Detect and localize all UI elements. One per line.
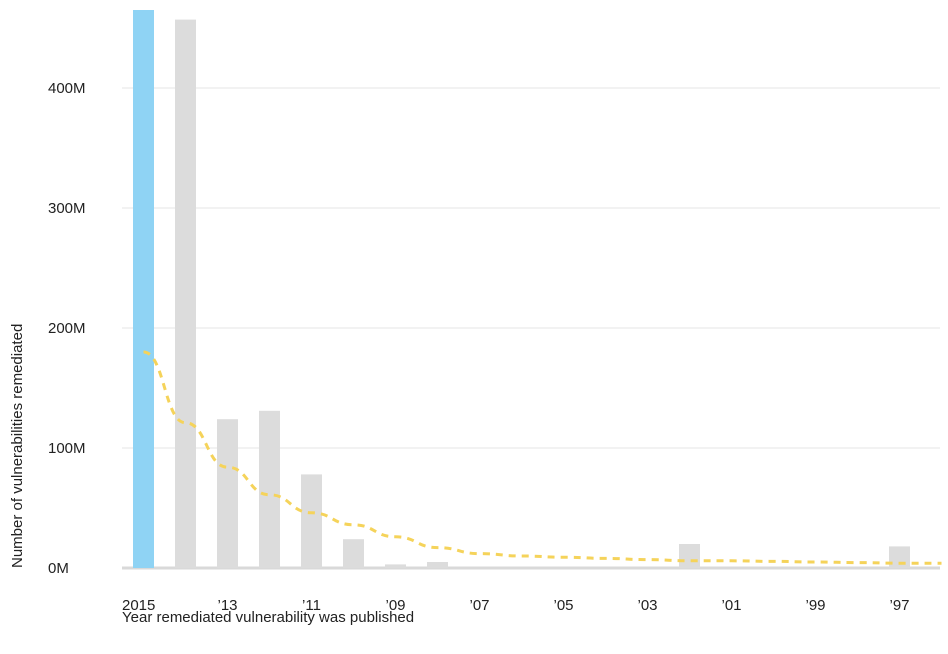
x-tick-label: ’05 [553,597,573,614]
bar-2011 [301,474,322,568]
trend-line-group [143,350,942,565]
x-tick-label: ’03 [637,597,657,614]
bar-2008 [427,562,448,568]
y-tick-label: 400M [48,80,86,97]
y-tick-label: 200M [48,320,86,337]
bars [133,10,910,569]
x-tick-label: ’13 [217,597,237,614]
bar-2015 [133,10,154,568]
x-tick-label: ’97 [889,597,909,614]
bar-2002 [679,544,700,568]
bar-1997 [889,546,910,568]
bar-2010 [343,539,364,568]
bar-2012 [259,410,280,568]
trend-line [143,350,942,565]
y-axis-title: Number of vulnerabilities remediated [9,324,26,568]
x-axis-ticks: 2015 ’13 ’11 ’09 ’07 ’05 ’03 ’01 ’99 ’97 [122,597,910,614]
x-axis-title: Year remediated vulnerability was publis… [122,609,414,626]
y-tick-label: 100M [48,440,86,457]
x-tick-label: ’99 [805,597,825,614]
bar-2009 [385,564,406,568]
x-tick-label: ’11 [302,597,321,614]
x-tick-label: ’07 [469,597,489,614]
x-tick-label: 2015 [122,597,155,614]
y-tick-label: 0M [48,560,69,577]
y-tick-label: 300M [48,200,86,217]
bar-2014 [175,19,196,569]
x-tick-label: ’01 [721,597,741,614]
bar-2013 [217,419,238,568]
gridlines [122,87,940,570]
y-axis-ticks: 0M 100M 200M 300M 400M [48,80,86,577]
x-tick-label: ’09 [385,597,405,614]
